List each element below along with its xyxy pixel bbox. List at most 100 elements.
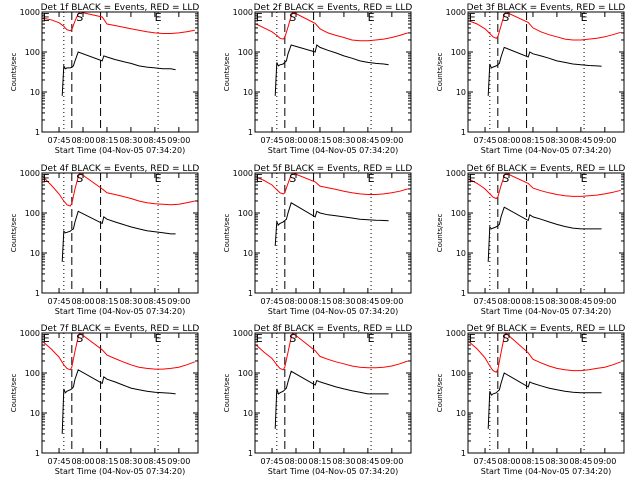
segment-marker-label: E: [155, 11, 162, 24]
panel-title: Det 3f BLACK = Events, RED = LLD: [467, 3, 626, 13]
lld-rate-line: [255, 172, 408, 195]
panel-title: Det 8f BLACK = Events, RED = LLD: [254, 324, 413, 334]
plot-frame: [467, 172, 625, 294]
y-tick-label: 1000: [233, 329, 253, 338]
segment-marker-label: E: [155, 172, 162, 185]
x-tick-label: 09:00: [593, 457, 616, 466]
y-axis-label: Counts/sec: [10, 53, 18, 92]
panel-title: Det 1f BLACK = Events, RED = LLD: [41, 3, 200, 13]
x-tick-label: 08:30: [545, 457, 568, 466]
y-tick-label: 10: [243, 409, 253, 418]
x-axis-label: Start Time (04-Nov-05 07:34:20): [55, 146, 185, 155]
y-tick-label: 1000: [446, 169, 466, 178]
x-tick-label: 08:15: [95, 457, 118, 466]
segment-marker-label: E: [43, 332, 50, 345]
y-tick-label: 10: [30, 249, 40, 258]
y-tick-label: 10: [30, 409, 40, 418]
segment-marker-label: E: [469, 332, 476, 345]
x-tick-label: 08:00: [497, 136, 520, 145]
y-tick-label: 100: [25, 369, 40, 378]
lld-rate-line: [255, 332, 408, 371]
panel-title: Det 6f BLACK = Events, RED = LLD: [467, 164, 626, 174]
plot-frame: [41, 11, 199, 133]
y-axis-label: Counts/sec: [223, 214, 231, 253]
x-tick-label: 08:15: [308, 136, 331, 145]
y-tick-label: 1000: [233, 169, 253, 178]
segment-marker-label: E: [368, 11, 375, 24]
x-tick-label: 07:45: [474, 136, 497, 145]
x-tick-label: 09:00: [167, 297, 190, 306]
y-tick-label: 100: [25, 48, 40, 57]
x-tick-label: 07:45: [261, 297, 284, 306]
panel-title: Det 7f BLACK = Events, RED = LLD: [41, 324, 200, 334]
x-axis-label: Start Time (04-Nov-05 07:34:20): [268, 307, 398, 316]
x-tick-label: 08:00: [71, 136, 94, 145]
plot-frame: [254, 332, 412, 454]
x-tick-label: 08:15: [95, 136, 118, 145]
y-tick-label: 1: [248, 449, 253, 458]
y-tick-label: 100: [451, 209, 466, 218]
panel-title: Det 9f BLACK = Events, RED = LLD: [467, 324, 626, 334]
x-tick-label: 08:30: [119, 136, 142, 145]
x-axis-label: Start Time (04-Nov-05 07:34:20): [481, 467, 611, 476]
x-tick-label: 09:00: [380, 136, 403, 145]
x-tick-label: 08:30: [545, 297, 568, 306]
segment-marker-label: E: [469, 11, 476, 24]
plot-frame: [254, 172, 412, 294]
lld-rate-line: [43, 11, 195, 34]
y-tick-label: 1000: [20, 329, 40, 338]
segment-marker-label: E: [256, 332, 263, 345]
segment-marker-label: S: [502, 11, 509, 24]
segment-marker-label: S: [502, 172, 509, 185]
x-tick-label: 08:00: [497, 297, 520, 306]
x-tick-label: 09:00: [593, 136, 616, 145]
events-rate-line: [61, 210, 176, 262]
y-tick-label: 10: [456, 249, 466, 258]
y-tick-label: 100: [238, 369, 253, 378]
x-axis-label: Start Time (04-Nov-05 07:34:20): [55, 467, 185, 476]
x-tick-label: 08:30: [119, 457, 142, 466]
y-tick-label: 10: [30, 88, 40, 97]
x-tick-label: 08:45: [143, 297, 166, 306]
y-axis-label: Counts/sec: [10, 214, 18, 253]
plot-frame: [254, 11, 412, 133]
lld-rate-line: [255, 11, 408, 42]
y-axis-label: Counts/sec: [436, 214, 444, 253]
x-tick-label: 09:00: [167, 136, 190, 145]
y-tick-label: 1: [248, 289, 253, 298]
x-tick-label: 08:45: [143, 457, 166, 466]
y-tick-label: 100: [25, 209, 40, 218]
x-tick-label: 08:00: [284, 457, 307, 466]
y-axis-label: Counts/sec: [223, 374, 231, 413]
x-tick-label: 08:00: [284, 136, 307, 145]
lld-rate-line: [468, 11, 621, 41]
y-tick-label: 10: [243, 88, 253, 97]
x-tick-label: 08:45: [356, 457, 379, 466]
x-tick-label: 08:00: [284, 297, 307, 306]
y-axis-label: Counts/sec: [10, 374, 18, 413]
segment-marker-label: S: [76, 11, 83, 24]
events-rate-line: [61, 51, 176, 96]
y-tick-label: 1000: [20, 169, 40, 178]
x-tick-label: 09:00: [380, 457, 403, 466]
segment-marker-label: E: [368, 332, 375, 345]
x-axis-label: Start Time (04-Nov-05 07:34:20): [481, 146, 611, 155]
y-tick-label: 1: [461, 289, 466, 298]
x-tick-label: 08:15: [95, 297, 118, 306]
y-tick-label: 100: [451, 369, 466, 378]
x-tick-label: 08:45: [569, 297, 592, 306]
x-tick-label: 08:30: [332, 457, 355, 466]
x-tick-label: 08:45: [143, 136, 166, 145]
x-tick-label: 08:15: [521, 457, 544, 466]
y-tick-label: 1: [35, 289, 40, 298]
x-tick-label: 08:45: [356, 136, 379, 145]
lld-rate-line: [468, 172, 621, 200]
x-tick-label: 08:45: [356, 297, 379, 306]
y-tick-label: 100: [238, 209, 253, 218]
x-tick-label: 07:45: [261, 136, 284, 145]
segment-marker-label: E: [155, 332, 162, 345]
